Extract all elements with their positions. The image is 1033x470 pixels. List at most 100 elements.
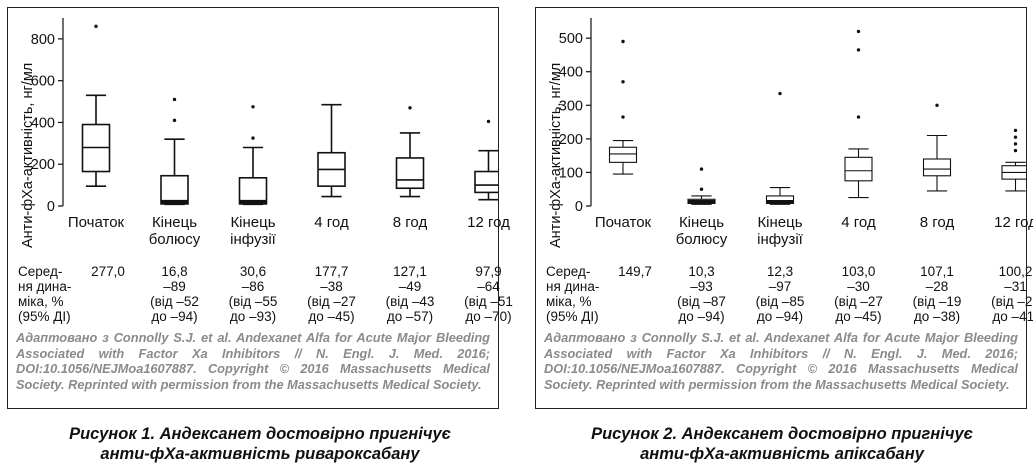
figure-panel-1: 0 200 400 600 800 Анти-фХа-активність, нг/мл… <box>7 7 513 409</box>
stats-value: –64 <box>477 279 500 294</box>
stats-value: –31 <box>1004 279 1027 294</box>
figure-panel-2: 0 100 200 300 400 500 Анти-фХа-активність, нг… <box>535 7 1033 409</box>
outlier-point <box>856 48 861 52</box>
category-label-line: 8 год <box>919 214 955 231</box>
box-plot-2: 0 100 200 300 400 500 <box>559 18 1026 215</box>
category-label-line: інфузії <box>757 231 803 248</box>
stats-header-line: міка, % <box>18 294 64 309</box>
stats-value: –93 <box>690 279 713 294</box>
stats-value: 103,0 <box>841 264 876 279</box>
category-label-line: 4 год <box>314 214 349 231</box>
stats-value: (від –19 <box>912 294 962 309</box>
iqr-box <box>160 174 189 205</box>
stats-column: 277,0 <box>63 264 153 279</box>
caption-line: Рисунок 1. Андексанет достовірно пригніч… <box>69 425 451 443</box>
figure-caption-2: Рисунок 2. Андексанет достовірно пригніч… <box>522 424 1033 464</box>
stats-header: Серед- ня дина- міка, % (95% ДІ) <box>18 264 98 324</box>
stats-value: –97 <box>768 279 792 294</box>
outlier-point <box>251 105 255 109</box>
stats-column: 107,1 –28 (від –19 до –38) <box>892 264 982 324</box>
caption-line: анти-фХа-активність ривароксабану <box>100 445 420 463</box>
category-label: 12 год <box>444 214 534 231</box>
y-axis-label: Анти-фХа-активність, нг/мл <box>548 62 564 248</box>
stats-value: 16,8 <box>161 264 188 279</box>
y-tick-label: 500 <box>559 31 583 47</box>
y-tick-label: 400 <box>559 65 583 81</box>
outlier-point <box>621 80 625 84</box>
y-tick-label: 400 <box>31 115 55 131</box>
stats-column: 30,6 –86 (від –55 до –93) <box>208 264 298 324</box>
outlier-point <box>1013 135 1018 139</box>
category-label: 8 год <box>365 214 455 231</box>
caption-line: Рисунок 2. Андексанет достовірно пригніч… <box>591 425 973 443</box>
stats-header-line: (95% ДІ) <box>18 309 71 324</box>
stats-value: до –45) <box>308 309 355 324</box>
stats-value: 149,7 <box>618 264 652 279</box>
category-label: Початок <box>578 214 668 231</box>
stats-value: (від –27 <box>307 294 356 309</box>
outlier-point <box>486 119 491 124</box>
y-tick-label: 0 <box>47 199 55 215</box>
stats-value: 127,1 <box>393 264 427 279</box>
stats-value: до –57) <box>386 309 434 324</box>
stats-column: 16,8 –89 (від –52 до –94) <box>130 264 220 324</box>
stats-column: 127,1 –49 (від –43 до –57) <box>365 264 455 324</box>
category-label: 4 год <box>814 214 904 231</box>
stats-value: –49 <box>398 279 422 294</box>
y-tick-label: 100 <box>559 165 583 181</box>
stats-header-line: ня дина- <box>546 279 600 294</box>
stats-value: –89 <box>163 279 186 294</box>
stats-header-line: Серед- <box>18 264 63 279</box>
source-credit: Адаптовано з Connolly S.J. et al. Andexa… <box>544 330 1018 392</box>
stats-value: (від –87 <box>677 294 726 309</box>
category-label-line: 12 год <box>467 214 510 231</box>
category-label-line: 12 год <box>994 214 1033 231</box>
stats-column: 103,0 –30 (від –27 до –45) <box>814 264 904 324</box>
category-label: Кінець інфузії <box>208 214 298 248</box>
stats-header-line: міка, % <box>546 294 592 309</box>
outlier-point <box>1013 128 1018 133</box>
category-label-line: 4 год <box>841 214 876 231</box>
stats-value: (від –52 <box>150 294 199 309</box>
source-credit: Адаптовано з Connolly S.J. et al. Andexa… <box>16 330 490 392</box>
stats-value: (від –55 <box>228 294 278 309</box>
stats-value: 177,7 <box>314 264 349 279</box>
stats-value: 30,6 <box>239 264 267 279</box>
stats-value: –86 <box>241 279 265 294</box>
category-label: 12 год <box>971 214 1033 231</box>
stats-header-line: ня дина- <box>18 279 72 294</box>
category-label-line: інфузії <box>230 231 276 248</box>
outlier-point <box>935 103 939 107</box>
y-tick-label: 0 <box>575 199 583 215</box>
category-label-line: Кінець <box>230 214 276 231</box>
outlier-point <box>172 97 177 102</box>
iqr-box <box>474 170 498 194</box>
stats-column: 10,3 –93 (від –87 до –94) <box>657 264 747 324</box>
category-label-line: Кінець <box>678 214 725 231</box>
stats-column: 97,9 –64 (від –51 до –70) <box>444 264 534 324</box>
stats-column: 177,7 –38 (від –27 до –45) <box>287 264 377 324</box>
outlier-point <box>94 24 98 29</box>
outlier-point <box>621 39 625 44</box>
outlier-point <box>408 106 412 110</box>
stats-column: 12,3 –97 (від –85 до –94) <box>735 264 825 324</box>
outlier-point <box>856 115 861 119</box>
category-label-line: Початок <box>594 214 652 231</box>
category-label-line: Початок <box>67 214 125 231</box>
stats-header-line: Серед- <box>546 264 591 279</box>
stats-value: до –94) <box>756 309 804 324</box>
stats-value: до –94) <box>678 309 725 324</box>
category-label-line: болюсу <box>148 231 201 248</box>
iqr-box <box>608 146 638 163</box>
stats-value: (від –85 <box>755 294 805 309</box>
iqr-box <box>844 156 873 182</box>
stats-value: –38 <box>320 279 343 294</box>
outlier-point <box>778 91 782 96</box>
outlier-point <box>699 187 704 191</box>
outlier-point <box>1013 148 1018 153</box>
category-label: 8 год <box>892 214 982 231</box>
y-tick-label: 800 <box>31 32 55 48</box>
stats-header-line: (95% ДІ) <box>546 309 599 324</box>
caption-line: анти-фХа-активність апіксабану <box>640 445 924 463</box>
